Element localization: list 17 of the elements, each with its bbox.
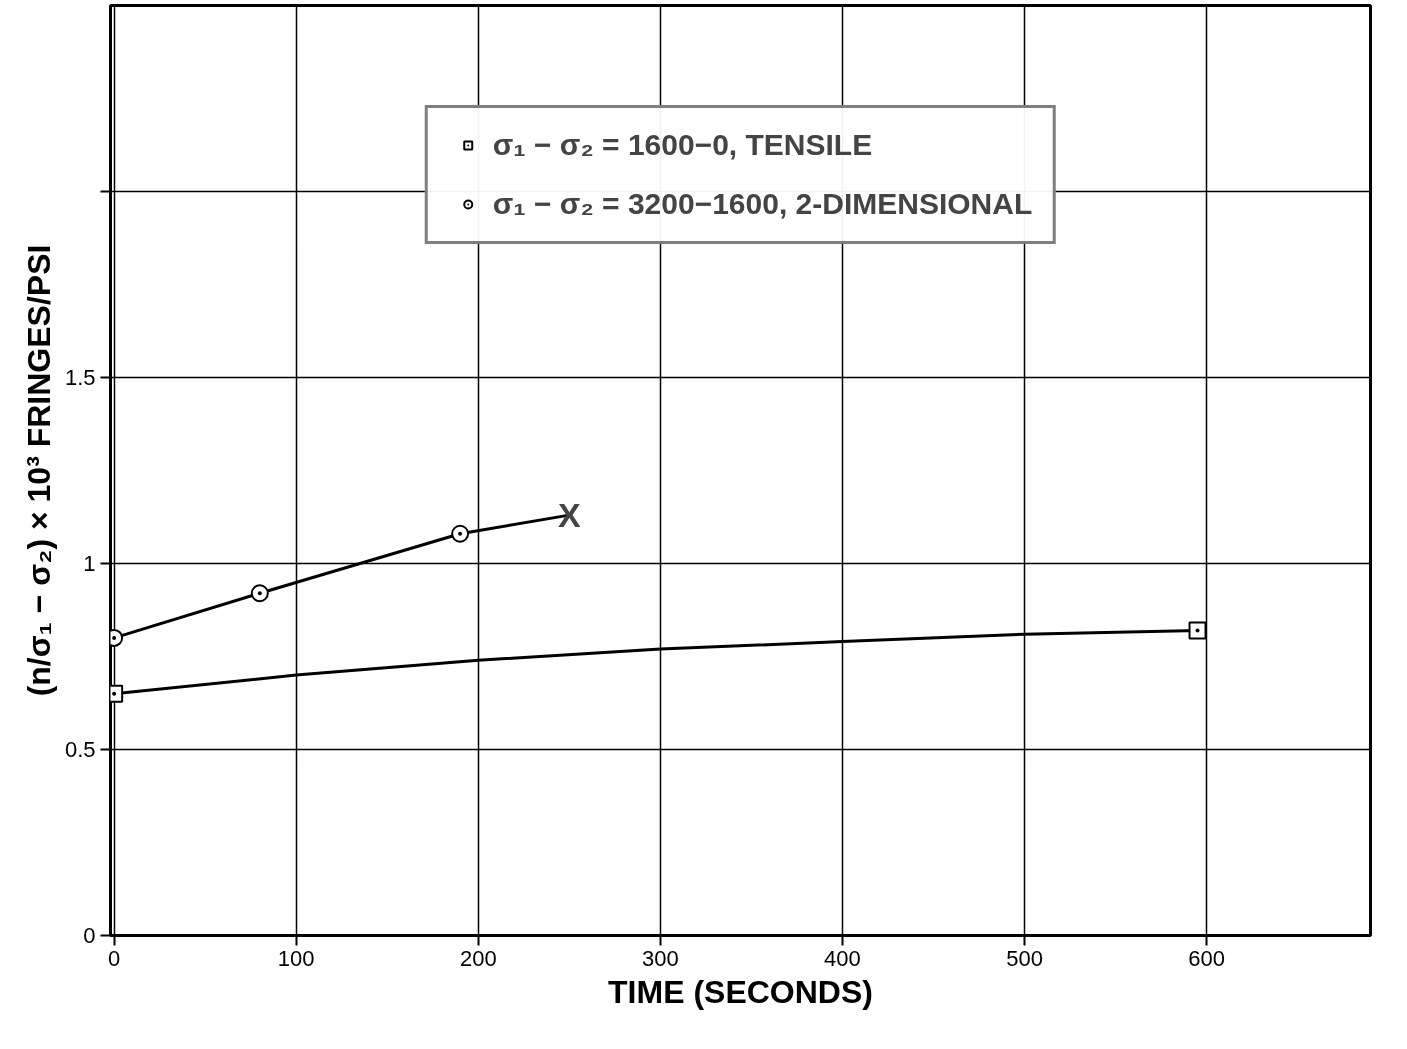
y-tick-label: 0.5: [64, 737, 96, 762]
x-tick-label: 400: [824, 945, 861, 971]
x-tick-label: 0: [108, 945, 121, 971]
y-tick-label: 0: [83, 923, 96, 948]
x-axis-title: TIME (SECONDS): [608, 973, 873, 1010]
annotation: X: [558, 496, 582, 535]
y-tick-label: 1.5: [64, 365, 96, 390]
point: [451, 524, 470, 543]
x-tick-label: 100: [277, 945, 315, 971]
legend-label: σ₁ − σ₂ = 3200−1600, 2-DIMENSIONAL: [492, 187, 1033, 221]
legend-label: σ₁ − σ₂ = 1600−0, TENSILE: [492, 128, 873, 162]
x-tick-label: 300: [642, 945, 679, 971]
x-tick-label: 200: [459, 945, 497, 971]
x-tick-label: 600: [1188, 945, 1225, 971]
y-tick-label: 1: [83, 551, 96, 576]
x-tick-label: 500: [1006, 945, 1043, 971]
y-axis-title: (n/σ₁ − σ₂) × 10³ FRINGES/PSI: [20, 244, 57, 697]
